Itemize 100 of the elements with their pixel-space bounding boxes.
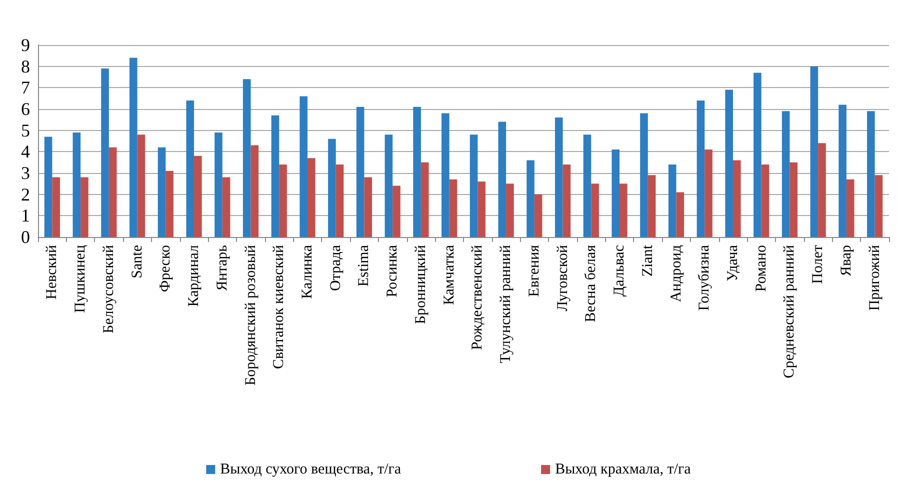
bar — [300, 96, 308, 237]
x-tick-label: Бронницкий — [412, 245, 429, 324]
x-tick-label: Estima — [356, 244, 372, 287]
x-tick-label: Явар — [838, 245, 854, 276]
legend-label: Выход крахмала, т/га — [555, 462, 692, 478]
bar — [761, 164, 770, 237]
bar — [704, 150, 712, 237]
x-tick-label: Удача — [724, 244, 741, 282]
x-tick-label: Голубизна — [696, 244, 713, 311]
bar — [222, 177, 230, 237]
bar — [818, 143, 826, 237]
y-tick-label: 0 — [21, 227, 30, 247]
y-tick-label: 1 — [21, 206, 30, 226]
bar — [186, 100, 194, 237]
bar — [214, 132, 222, 237]
y-tick-label: 6 — [21, 99, 30, 119]
bar — [52, 177, 60, 237]
bar — [166, 170, 174, 237]
bar — [392, 186, 400, 237]
bar — [725, 90, 733, 237]
legend-label: Выход сухого вещества, т/га — [220, 462, 402, 478]
x-tick-label: Пушкинец — [72, 245, 89, 313]
x-tick-label: Средневский ранний — [782, 245, 798, 378]
x-tick-label: Невский — [44, 245, 60, 300]
bar — [562, 164, 571, 237]
bar — [336, 164, 344, 237]
bar — [754, 72, 762, 237]
x-tick-label: Кардинал — [186, 244, 202, 307]
y-tick-label: 2 — [21, 184, 30, 204]
x-tick-label: Янтарь — [214, 244, 230, 291]
bar — [129, 58, 138, 237]
bar — [498, 122, 506, 237]
bar — [413, 106, 421, 237]
bar — [271, 115, 280, 237]
bar — [356, 106, 364, 237]
bar — [640, 113, 648, 237]
y-tick-label: 4 — [21, 142, 30, 162]
bar — [250, 145, 259, 237]
bar — [242, 79, 251, 237]
bar — [506, 184, 514, 237]
bar — [838, 104, 846, 237]
bar — [612, 150, 620, 237]
bar — [384, 134, 393, 237]
bar — [101, 68, 109, 237]
x-tick-label: Калинка — [299, 244, 316, 299]
bar — [676, 192, 684, 237]
x-tick-label: Весна белая — [583, 244, 600, 322]
x-tick-label: Полет — [810, 244, 826, 284]
bar — [328, 138, 336, 237]
y-tick-label: 3 — [21, 163, 30, 183]
x-tick-label: Фреско — [158, 245, 174, 292]
x-tick-label: Отрада — [328, 244, 344, 292]
bar — [874, 175, 883, 237]
x-tick-label: Белоусовский — [100, 245, 117, 334]
bar — [470, 134, 478, 237]
x-tick-label: Sante — [129, 244, 146, 278]
x-tick-label: Евгения — [526, 244, 542, 297]
bar — [108, 147, 117, 237]
x-tick-label: Свитанок киевский — [271, 245, 288, 370]
bar — [420, 162, 429, 237]
x-tick-label: Андроид — [668, 244, 684, 302]
bar — [790, 162, 798, 237]
bar — [80, 177, 88, 237]
x-tick-label: Камчатка — [441, 244, 458, 306]
x-tick-label: Дальвас — [612, 244, 628, 297]
x-tick-label: Росинка — [384, 244, 401, 298]
x-tick-label: Луговской — [554, 245, 571, 312]
bar — [782, 111, 790, 237]
bar — [732, 160, 741, 237]
bar — [194, 156, 202, 237]
bar — [526, 160, 534, 237]
bar — [583, 134, 592, 237]
bar — [867, 111, 875, 237]
bar — [137, 134, 146, 237]
bar — [72, 132, 81, 237]
bar — [846, 179, 854, 237]
x-tick-label: Пригожий — [866, 245, 883, 311]
bar — [591, 184, 599, 237]
y-tick-label: 8 — [21, 56, 30, 76]
bar — [620, 184, 628, 237]
bar — [44, 136, 52, 237]
bar — [810, 66, 818, 237]
y-tick-label: 7 — [21, 78, 30, 98]
x-tick-label: Рождественский — [470, 245, 486, 350]
x-tick-label: Ziant — [640, 244, 656, 277]
bar — [307, 158, 316, 237]
bar — [279, 164, 287, 237]
bar — [534, 194, 542, 237]
bar — [696, 100, 705, 237]
x-tick-label: Романо — [753, 245, 770, 292]
bar — [442, 113, 450, 237]
x-tick-label: Тулунский ранний — [498, 245, 514, 364]
bar — [668, 164, 676, 237]
bar — [648, 175, 656, 237]
bar — [554, 118, 563, 237]
bar — [478, 182, 486, 237]
bar — [449, 179, 458, 237]
bar — [158, 147, 166, 237]
bar — [364, 177, 372, 237]
y-tick-label: 9 — [21, 35, 30, 55]
